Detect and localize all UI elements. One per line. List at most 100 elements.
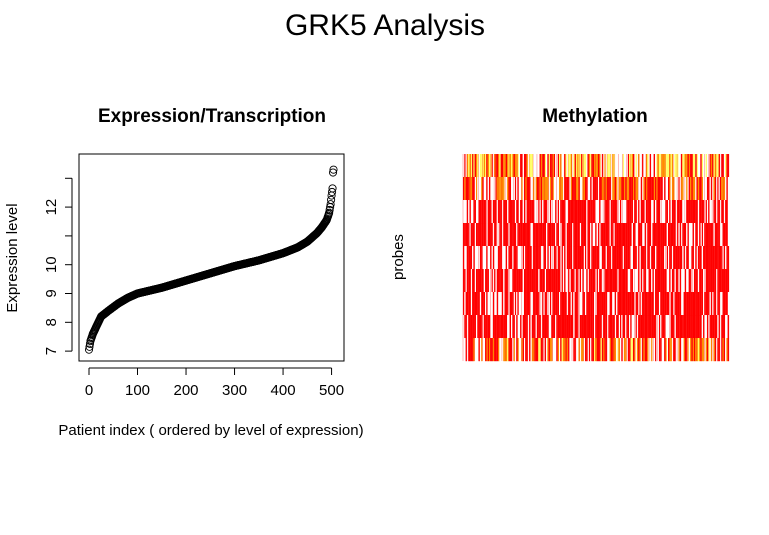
heatmap-cell (652, 200, 654, 224)
heatmap-cell (691, 338, 693, 362)
heatmap-cell (656, 292, 658, 316)
y-tick-label: 12 (43, 199, 60, 216)
heatmap-cell (617, 338, 619, 362)
heatmap-cell (500, 292, 503, 316)
heatmap-cell (603, 223, 605, 247)
heatmap-cell (722, 223, 724, 247)
heatmap-cell (657, 177, 660, 201)
heatmap-cell (496, 223, 499, 247)
heatmap-cell (632, 269, 635, 293)
heatmap-cell (640, 223, 643, 247)
heatmap-cell (539, 292, 541, 316)
heatmap-cell (695, 200, 697, 224)
heatmap-cell (608, 246, 610, 270)
heatmap-cell (631, 154, 634, 178)
heatmap-cell (536, 292, 539, 316)
heatmap-cell (482, 154, 484, 178)
heatmap-cell (599, 315, 601, 339)
heatmap-cell (599, 292, 601, 316)
heatmap-cell (556, 223, 558, 247)
heatmap-cell (552, 292, 554, 316)
heatmap-cell (631, 200, 634, 224)
heatmap-cell (661, 223, 663, 247)
heatmap-cell (514, 292, 517, 316)
heatmap-cell (622, 154, 624, 178)
heatmap-cell (658, 200, 661, 224)
heatmap-cell (583, 269, 586, 293)
heatmap-cell (538, 200, 540, 224)
heatmap-cell (582, 292, 584, 316)
heatmap-cell (651, 269, 653, 293)
heatmap-cell (486, 338, 488, 362)
heatmap-cell (494, 315, 496, 339)
heatmap-cell (679, 223, 682, 247)
heatmap-cell (712, 246, 714, 270)
heatmap-cell (501, 292, 504, 316)
heatmap-cell (595, 154, 597, 178)
heatmap-cell (509, 177, 512, 201)
heatmap-cell (717, 269, 719, 293)
heatmap-cell (614, 246, 617, 270)
heatmap-cell (605, 338, 608, 362)
data-point (84, 345, 94, 354)
heatmap-cell (521, 177, 523, 201)
heatmap-cell (569, 292, 571, 316)
heatmap-cell (709, 338, 711, 362)
heatmap-cell (559, 177, 561, 201)
heatmap-cell (613, 338, 615, 362)
heatmap-cell (669, 269, 671, 293)
heatmap-cell (583, 200, 586, 224)
heatmap-cell (695, 177, 697, 201)
heatmap-cell (723, 200, 726, 224)
heatmap-cell (727, 177, 730, 201)
heatmap-cell (665, 154, 667, 178)
heatmap-cell (513, 315, 515, 339)
heatmap-cell (718, 177, 721, 201)
heatmap-cell (669, 200, 671, 224)
heatmap-cell (603, 154, 605, 178)
heatmap-cell (719, 315, 722, 339)
heatmap-cell (664, 338, 666, 362)
heatmap-cell (605, 246, 608, 270)
heatmap-cell (534, 246, 536, 270)
heatmap-cell (649, 315, 652, 339)
heatmap-cell (577, 223, 579, 247)
heatmap-cell (594, 223, 596, 247)
heatmap-cell (607, 200, 609, 224)
heatmap-cell (609, 315, 612, 339)
heatmap-cell (543, 246, 545, 270)
heatmap-cell (533, 292, 535, 316)
heatmap-cell (629, 292, 631, 316)
heatmap-cell (577, 338, 579, 362)
heatmap-cell (652, 292, 654, 316)
heatmap-cell (670, 338, 673, 362)
heatmap-cell (652, 246, 654, 270)
heatmap-cell (564, 292, 566, 316)
heatmap-cell (531, 338, 534, 362)
heatmap-cell (704, 154, 706, 178)
heatmap-cell (683, 200, 685, 224)
heatmap-cell (600, 154, 602, 178)
heatmap-cell (623, 200, 626, 224)
heatmap-cell (627, 223, 630, 247)
heatmap-cell (644, 177, 647, 201)
heatmap-cell (660, 269, 662, 293)
heatmap-cell (684, 246, 687, 270)
heatmap-cell (500, 223, 503, 247)
heatmap-cell (570, 269, 573, 293)
heatmap-cell (584, 154, 587, 178)
heatmap-cell (522, 292, 525, 316)
heatmap-cell (572, 338, 574, 362)
heatmap-cell (696, 200, 698, 224)
heatmap-cell (575, 200, 578, 224)
heatmap-cell (584, 177, 587, 201)
heatmap-cell (594, 338, 596, 362)
heatmap-cell (604, 223, 606, 247)
heatmap-cell (712, 292, 714, 316)
heatmap-cell (569, 223, 571, 247)
heatmap-cell (483, 200, 486, 224)
heatmap-cell (626, 246, 628, 270)
heatmap-cell (658, 269, 661, 293)
heatmap-cell (527, 246, 530, 270)
heatmap-cell (557, 246, 560, 270)
